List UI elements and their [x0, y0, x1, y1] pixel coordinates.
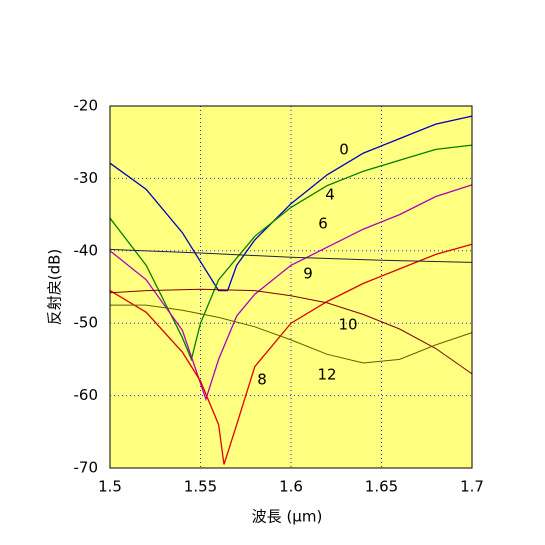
series-line: [109, 115, 473, 292]
y-tick-label: -50: [74, 314, 99, 332]
y-tick-label: -30: [74, 169, 99, 187]
series-label: 6: [318, 215, 328, 233]
series-line: [109, 243, 473, 465]
x-tick-label: 1.6: [279, 478, 303, 496]
series-label: 12: [317, 366, 336, 384]
series-line: [110, 304, 473, 364]
plot-border: [109, 105, 473, 469]
series-line: [109, 184, 473, 402]
y-tick-label: -70: [74, 459, 99, 477]
y-tick-label: -40: [74, 241, 99, 259]
x-tick-label: 1.65: [365, 478, 398, 496]
x-tick-label: 1.5: [98, 478, 122, 496]
series-label: 8: [257, 371, 267, 389]
series-label: 0: [339, 141, 349, 159]
series-line: [109, 288, 473, 375]
series-label: 10: [338, 316, 357, 334]
y-axis-label: 反射戻(dB): [46, 249, 64, 326]
series-line: [109, 144, 473, 362]
x-axis-label: 波長 (μm): [252, 508, 323, 526]
x-tick-label: 1.7: [460, 478, 484, 496]
y-tick-label: -20: [74, 97, 99, 115]
series-label: 9: [303, 265, 313, 283]
series-label: 4: [325, 186, 335, 204]
x-tick-label: 1.55: [184, 478, 217, 496]
y-tick-label: -60: [74, 386, 99, 404]
series-line: [109, 248, 473, 263]
